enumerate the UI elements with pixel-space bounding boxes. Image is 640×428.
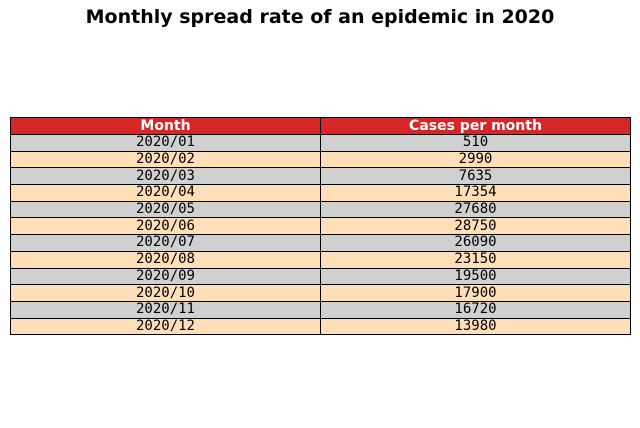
cell-month: 2020/04: [10, 184, 321, 202]
column-header-month: Month: [10, 117, 321, 135]
table-row: 2020/10 17900: [10, 284, 631, 302]
cell-month: 2020/11: [10, 300, 321, 319]
table-row: 2020/05 27680: [10, 200, 631, 219]
table-row: 2020/09 19500: [10, 267, 631, 286]
cell-cases: 19500: [320, 267, 631, 286]
cell-cases: 16720: [320, 300, 631, 319]
cell-cases: 2990: [320, 150, 631, 169]
table-body: 2020/01 510 2020/02 2990 2020/03 7635 2020/04 1…: [10, 134, 631, 336]
cell-month: 2020/07: [10, 234, 321, 252]
cell-cases: 17900: [320, 284, 631, 302]
cell-cases: 27680: [320, 200, 631, 219]
cell-month: 2020/12: [10, 317, 321, 336]
cell-cases: 7635: [320, 167, 631, 186]
column-header-cases: Cases per month: [320, 117, 631, 135]
table-row: 2020/02 2990: [10, 150, 631, 169]
cell-month: 2020/02: [10, 150, 321, 169]
cell-month: 2020/08: [10, 250, 321, 269]
cell-cases: 26090: [320, 234, 631, 252]
cell-month: 2020/09: [10, 267, 321, 286]
cell-month: 2020/10: [10, 284, 321, 302]
cell-month: 2020/05: [10, 200, 321, 219]
cell-month: 2020/01: [10, 134, 321, 152]
cell-cases: 510: [320, 134, 631, 152]
table-row: 2020/06 28750: [10, 217, 631, 236]
cell-cases: 28750: [320, 217, 631, 236]
cell-month: 2020/06: [10, 217, 321, 236]
table-row: 2020/08 23150: [10, 250, 631, 269]
table-row: 2020/07 26090: [10, 234, 631, 252]
chart-title: Monthly spread rate of an epidemic in 20…: [85, 6, 555, 28]
table-row: 2020/04 17354: [10, 184, 631, 202]
table-header: Month Cases per month: [10, 117, 631, 135]
header-row: Month Cases per month: [10, 117, 631, 135]
cell-month: 2020/03: [10, 167, 321, 186]
cell-cases: 17354: [320, 184, 631, 202]
data-table: Month Cases per month 2020/01 510 2020/02 2…: [10, 117, 631, 336]
table-row: 2020/01 510: [10, 134, 631, 152]
cell-cases: 13980: [320, 317, 631, 336]
table-row: 2020/11 16720: [10, 300, 631, 319]
table-row: 2020/12 13980: [10, 317, 631, 336]
cell-cases: 23150: [320, 250, 631, 269]
table-row: 2020/03 7635: [10, 167, 631, 186]
